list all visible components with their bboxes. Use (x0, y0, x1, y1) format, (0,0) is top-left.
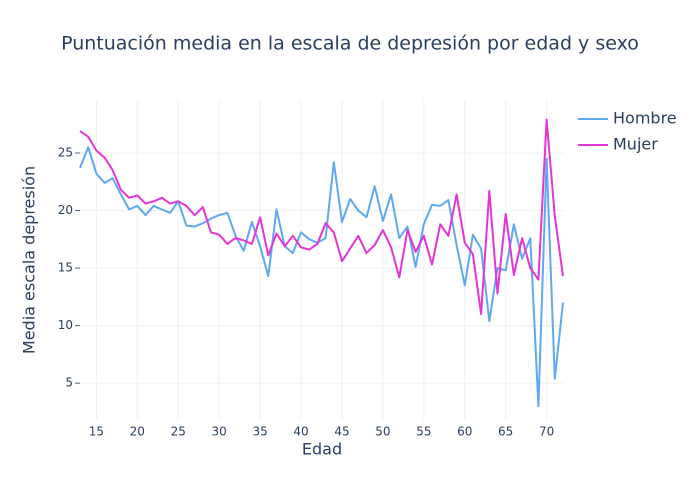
x-tick-label: 55 (416, 425, 431, 439)
x-tick-label: 20 (130, 425, 145, 439)
line-series (79, 146, 564, 408)
y-tick-label: 25 (58, 145, 73, 159)
y-tick-label: 10 (58, 318, 73, 332)
line-series (79, 118, 564, 316)
x-tick-label: 70 (539, 425, 554, 439)
x-tick-label: 60 (457, 425, 472, 439)
y-axis-label: Media escala depresión (20, 166, 39, 354)
y-tick-label: 5 (65, 376, 73, 390)
x-tick-label: 25 (171, 425, 186, 439)
x-tick-label: 50 (375, 425, 390, 439)
y-tick-label: 20 (58, 203, 73, 217)
x-tick-label: 15 (89, 425, 104, 439)
y-tick-label: 15 (58, 261, 73, 275)
legend-label: Hombre (613, 109, 677, 128)
legend-label: Mujer (613, 135, 658, 154)
x-tick-label: 35 (252, 425, 267, 439)
x-axis-label: Edad (302, 440, 342, 459)
x-tick-label: 40 (293, 425, 308, 439)
x-tick-label: 30 (212, 425, 227, 439)
chart-title: Puntuación media en la escala de depresi… (61, 33, 639, 55)
x-tick-label: 65 (498, 425, 513, 439)
x-tick-label: 45 (334, 425, 349, 439)
